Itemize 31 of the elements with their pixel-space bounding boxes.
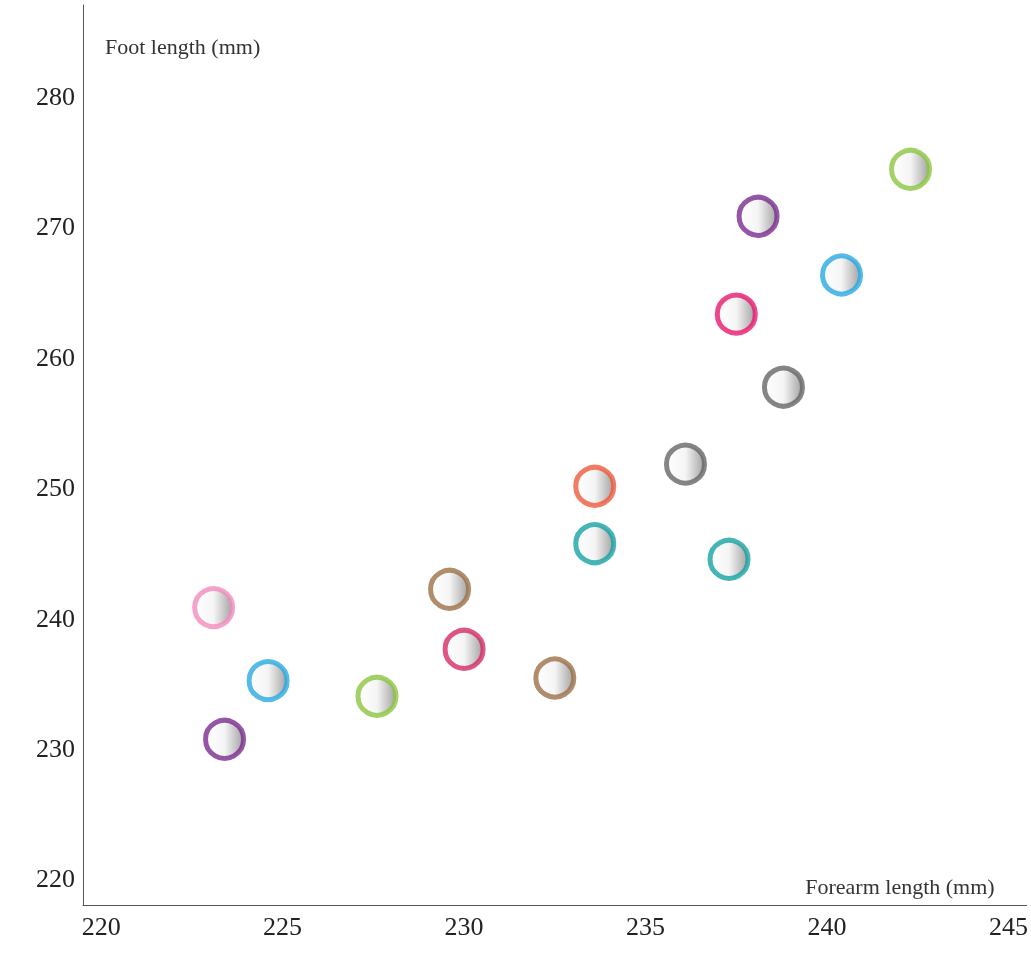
x-tick-label: 230 [444,911,484,941]
point [573,464,617,508]
point [889,147,933,191]
x-tick-label: 225 [263,911,303,941]
y-tick-label: 270 [36,212,75,242]
point [442,627,486,671]
point [707,537,751,581]
x-tick-label: 245 [989,911,1028,941]
y-tick-label: 220 [36,864,75,894]
x-tick-label: 235 [626,911,666,941]
point [192,586,236,630]
point [203,717,247,761]
y-tick-label: 240 [36,603,75,633]
point [246,659,290,703]
y-tick-label: 230 [36,733,75,763]
y-tick-label: 260 [36,342,75,372]
x-tick-label: 220 [81,911,121,941]
point [714,292,758,336]
y-axis-title: Foot length (mm) [105,33,261,59]
point [762,365,805,409]
y-tick-label: 250 [36,473,75,503]
x-axis-title: Forearm length (mm) [805,873,995,899]
point [573,522,617,566]
point [664,442,707,486]
point [533,656,577,700]
point [736,194,780,238]
point [820,253,864,297]
point [428,567,472,611]
y-tick-label: 280 [36,81,75,111]
x-tick-label: 240 [807,911,847,941]
point [355,674,399,718]
